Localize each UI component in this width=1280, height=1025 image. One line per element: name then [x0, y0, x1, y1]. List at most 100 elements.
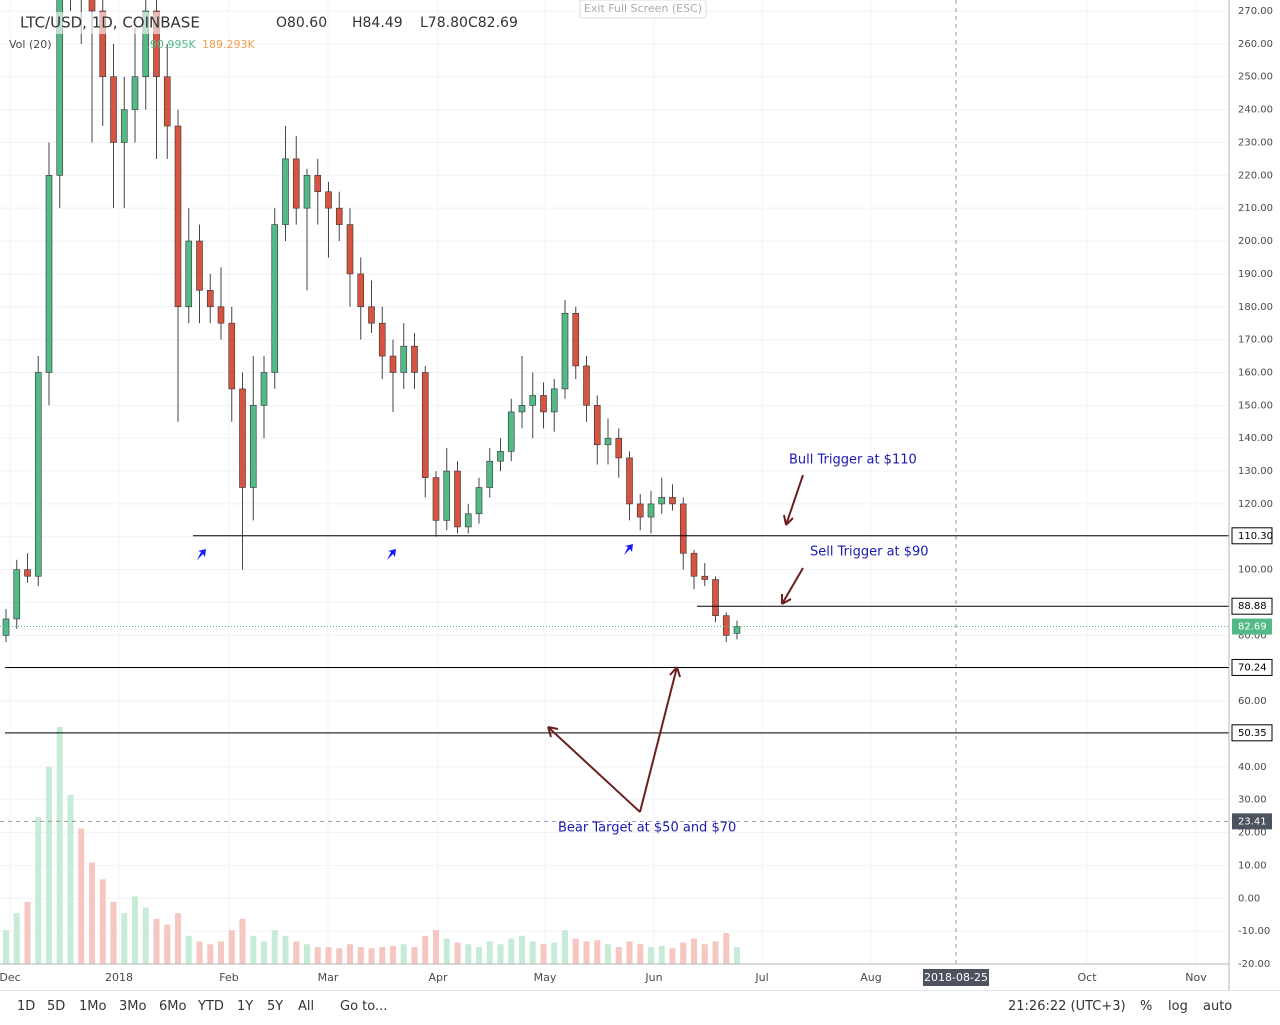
candle-body	[647, 503, 655, 518]
candle-body	[24, 569, 31, 577]
volume-bar	[583, 941, 590, 964]
x-tick-label: Aug	[860, 971, 881, 984]
x-tick-label: Apr	[428, 971, 448, 984]
volume-bar	[164, 924, 171, 964]
crosshair-x-box	[923, 969, 989, 986]
candle-body	[292, 158, 300, 209]
volume-bar	[411, 947, 418, 964]
range-button[interactable]: 1Y	[237, 999, 254, 1014]
y-tick-label: 190.00	[1238, 269, 1273, 280]
annotation: Bear Target at $50 and $70	[558, 821, 736, 836]
toolbar: 21:26:22 (UTC+3) % log auto Go to... 1D 5…	[0, 990, 1280, 1025]
y-tick-label: 230.00	[1238, 137, 1273, 148]
level-box	[1231, 527, 1273, 545]
level-box	[1231, 658, 1273, 676]
candle-body	[271, 224, 279, 373]
volume-bar	[207, 944, 214, 964]
volume-bar	[508, 938, 515, 964]
candle-body	[507, 411, 515, 452]
candle-body	[679, 503, 687, 554]
level-box	[1231, 597, 1273, 615]
y-tick-label: 270.00	[1238, 6, 1273, 17]
volume-bar	[250, 935, 257, 964]
candle-body	[228, 322, 236, 390]
range-button[interactable]: All	[298, 999, 315, 1014]
volume-bar	[723, 932, 730, 964]
y-tick-label: 20.00	[1238, 828, 1267, 839]
candle-body	[206, 290, 214, 308]
volume-bar	[78, 828, 85, 964]
range-button[interactable]: 5Y	[267, 999, 284, 1014]
candle-body	[615, 437, 623, 459]
candle-body	[389, 355, 397, 373]
goto[interactable]: Go to...	[340, 999, 388, 1014]
candle-body	[378, 322, 386, 357]
y-tick-label: 0.00	[1238, 893, 1260, 904]
candle-body	[99, 10, 107, 78]
candle-body	[282, 158, 289, 225]
ohlc-low: L78.80	[420, 15, 468, 31]
range-button[interactable]: 5D	[47, 999, 66, 1014]
vol-value: 190.995K	[143, 38, 196, 51]
range-button[interactable]: YTD	[198, 999, 224, 1014]
y-tick-label: 200.00	[1238, 236, 1273, 247]
range-button[interactable]: 3Mo	[119, 999, 147, 1014]
clock: 21:26:22 (UTC+3)	[1008, 999, 1126, 1014]
candle-body	[2, 618, 10, 636]
x-tick-label: Mar	[318, 971, 339, 984]
y-tick-label: 10.00	[1238, 860, 1267, 871]
y-tick-label: 30.00	[1238, 795, 1267, 806]
volume-bar	[519, 935, 525, 964]
candle-body	[701, 575, 709, 580]
volume-bar	[89, 862, 95, 964]
exit-label[interactable]: Exit Full Screen (ESC)	[584, 2, 702, 15]
candle-body	[217, 306, 225, 324]
candle-body	[368, 306, 375, 324]
volume-bar	[605, 944, 611, 964]
candle-body	[443, 470, 451, 521]
blue-arrows	[197, 544, 633, 560]
candle-body	[432, 477, 440, 521]
volume-bar	[282, 935, 289, 964]
volume-bar	[562, 930, 568, 964]
arrows	[547, 474, 804, 813]
y-tick-label: 180.00	[1238, 302, 1273, 313]
candle-body	[196, 240, 203, 291]
volume-bar	[185, 935, 192, 964]
volume-bar	[239, 918, 246, 964]
range-button[interactable]: 1D	[17, 999, 36, 1014]
candle-body	[346, 224, 354, 275]
symbol: LTC/USD, 1D, COINBASE	[20, 14, 200, 32]
candle-body	[110, 76, 117, 143]
volume-bar	[390, 945, 396, 964]
volume-bar	[572, 938, 579, 964]
exit-button[interactable]	[579, 0, 707, 19]
volume-bar	[422, 935, 429, 964]
volume-bar	[476, 947, 482, 964]
volume-bar	[99, 879, 106, 964]
y-tick-label: 100.00	[1238, 565, 1273, 576]
y-tick-label: 60.00	[1238, 696, 1267, 707]
volume-bar	[271, 930, 278, 964]
ohlc-high: H84.49	[352, 15, 403, 31]
log-toggle[interactable]: log	[1168, 999, 1188, 1014]
candle-body	[303, 175, 311, 209]
range-button[interactable]: 6Mo	[159, 999, 187, 1014]
candle-body	[561, 313, 569, 390]
y-tick-label: 130.00	[1238, 466, 1273, 477]
volume-bar	[46, 766, 52, 964]
volume-bar	[486, 941, 493, 964]
auto-toggle[interactable]: auto	[1203, 999, 1233, 1014]
range-button[interactable]: 1Mo	[79, 999, 107, 1014]
y-tick-label: -10.00	[1238, 926, 1270, 937]
candle-body	[540, 395, 547, 413]
volume-bar	[3, 930, 9, 964]
volume-bar	[261, 941, 267, 964]
y-tick-label: 240.00	[1238, 105, 1273, 116]
candle-body	[314, 175, 322, 193]
percent-toggle[interactable]: %	[1140, 999, 1153, 1014]
candle-body	[142, 10, 150, 78]
volume-bar	[175, 913, 181, 964]
candle-body	[604, 437, 612, 446]
annotation: Sell Trigger at $90	[810, 545, 929, 560]
